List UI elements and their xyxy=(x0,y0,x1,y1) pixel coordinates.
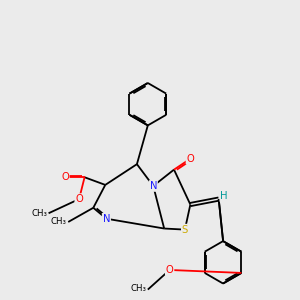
Text: H: H xyxy=(220,191,228,201)
Text: O: O xyxy=(61,172,69,182)
Text: CH₃: CH₃ xyxy=(51,218,67,226)
Text: N: N xyxy=(103,214,110,224)
Text: O: O xyxy=(75,194,83,204)
Text: N: N xyxy=(149,181,157,191)
Text: CH₃: CH₃ xyxy=(130,284,146,292)
Text: O: O xyxy=(187,154,194,164)
Text: S: S xyxy=(182,225,188,235)
Text: O: O xyxy=(166,265,173,275)
Text: CH₃: CH₃ xyxy=(31,209,47,218)
